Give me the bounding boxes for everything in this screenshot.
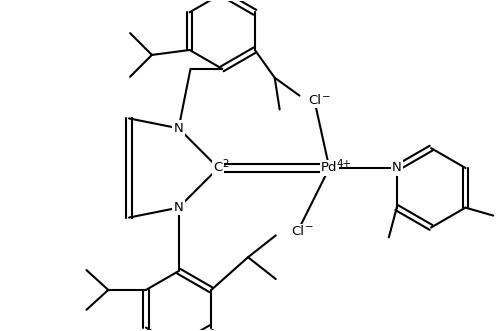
- Text: N: N: [174, 122, 184, 135]
- Text: Pd: Pd: [321, 162, 338, 174]
- Text: Cl: Cl: [308, 94, 321, 107]
- Text: N: N: [174, 201, 184, 214]
- Text: N: N: [392, 162, 402, 174]
- Text: Cl: Cl: [291, 225, 304, 238]
- Text: −: −: [305, 222, 314, 232]
- Text: C: C: [214, 162, 223, 174]
- Text: −: −: [322, 92, 330, 102]
- Text: 2−: 2−: [222, 159, 237, 169]
- Text: 4+: 4+: [337, 159, 352, 169]
